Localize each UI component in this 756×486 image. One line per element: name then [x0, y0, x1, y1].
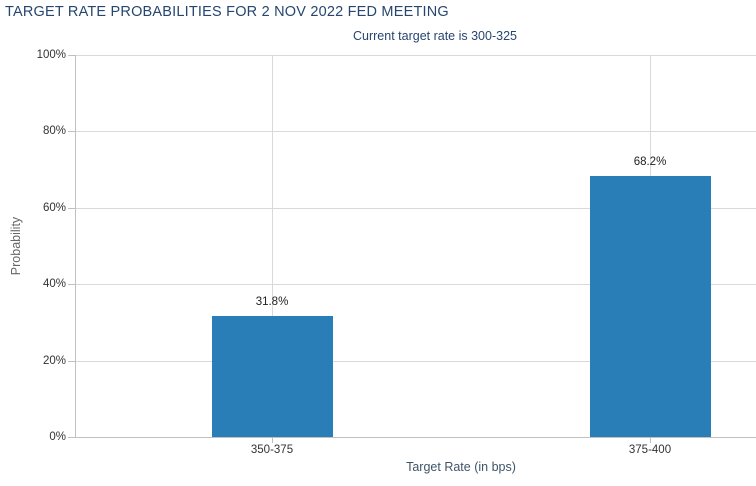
y-axis-title: Probability [9, 216, 23, 276]
y-gridline [75, 361, 756, 362]
y-tick-label: 100% [36, 49, 66, 61]
y-gridline [75, 208, 756, 209]
bar-350-375[interactable] [212, 316, 333, 437]
bar-value-label: 31.8% [255, 296, 289, 308]
y-axis-tick [68, 361, 75, 362]
chart-title: TARGET RATE PROBABILITIES FOR 2 NOV 2022… [5, 4, 449, 20]
bar-375-400[interactable] [590, 176, 711, 437]
y-axis-tick [68, 208, 75, 209]
x-axis-tick [650, 437, 651, 443]
y-gridline [75, 284, 756, 285]
y-tick-label: 20% [42, 355, 66, 367]
bar-value-label: 68.2% [633, 156, 667, 168]
y-tick-label: 0% [49, 431, 66, 443]
y-tick-label: 80% [42, 125, 66, 137]
x-category-label: 350-375 [250, 444, 294, 456]
y-gridline [75, 55, 756, 56]
y-tick-label: 60% [42, 202, 66, 214]
plot-area: 31.8% 68.2% [68, 55, 756, 443]
y-axis-line [75, 55, 76, 437]
x-axis-title: Target Rate (in bps) [406, 460, 516, 474]
x-category-label: 375-400 [628, 444, 672, 456]
y-axis-tick [68, 437, 75, 438]
y-gridline [75, 131, 756, 132]
x-axis-tick [272, 437, 273, 443]
y-axis-tick [68, 284, 75, 285]
chart-subtitle: Current target rate is 300-325 [353, 29, 517, 43]
x-gridline [272, 55, 273, 437]
x-axis-line [75, 437, 756, 438]
y-axis-tick [68, 131, 75, 132]
y-axis-tick [68, 55, 75, 56]
y-tick-label: 40% [42, 278, 66, 290]
